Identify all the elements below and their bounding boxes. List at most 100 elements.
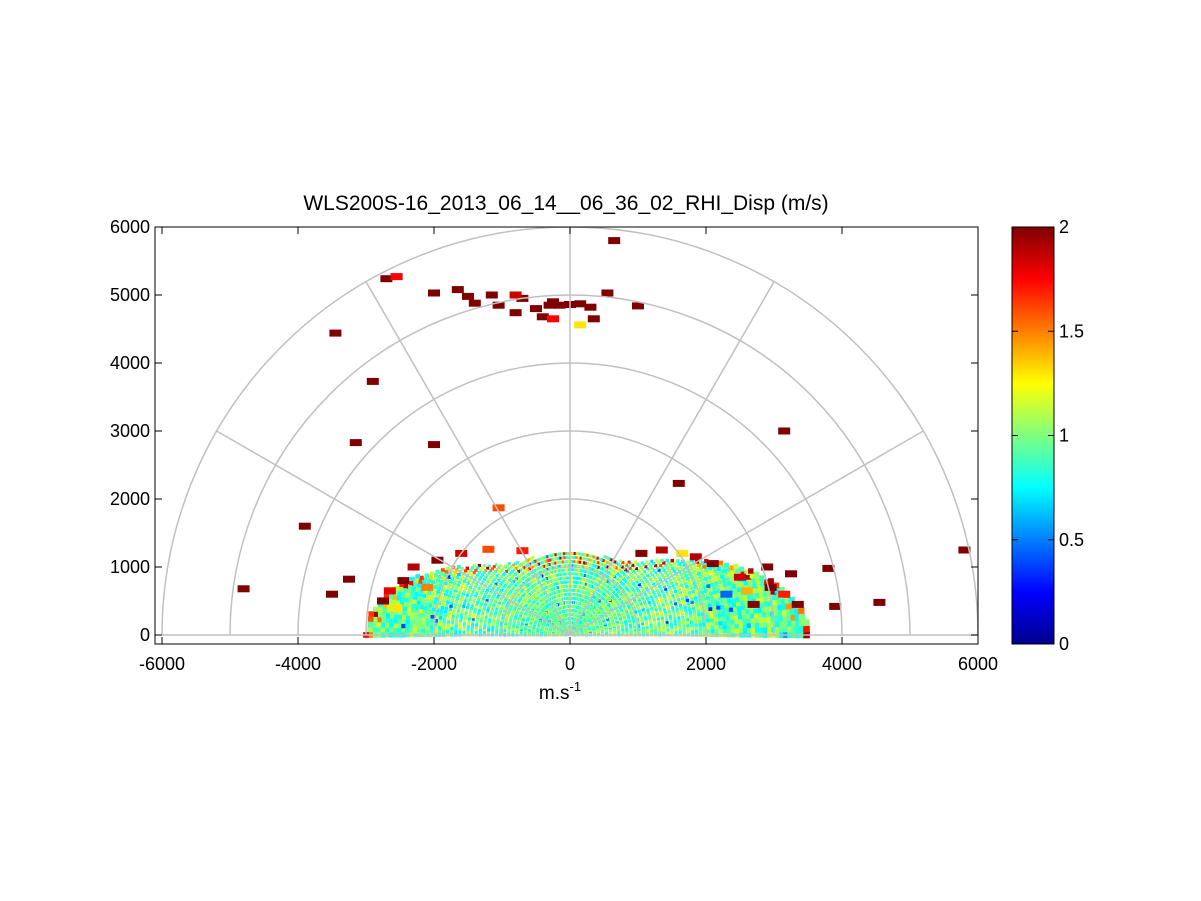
data-cell — [611, 574, 615, 578]
data-cell — [622, 566, 626, 570]
data-cell — [674, 604, 678, 608]
data-cell — [466, 630, 470, 634]
data-cell — [643, 602, 647, 606]
data-cell — [782, 609, 789, 616]
data-cell — [658, 584, 662, 588]
data-cell — [709, 594, 714, 599]
data-cell — [781, 603, 788, 610]
data-cell — [551, 570, 555, 574]
data-cell — [423, 606, 428, 611]
data-cell — [681, 618, 685, 622]
data-cell — [716, 566, 722, 571]
data-cell — [665, 618, 669, 622]
data-cell — [472, 571, 476, 575]
data-cell — [492, 586, 495, 590]
data-cell — [601, 559, 605, 562]
data-cell — [547, 567, 551, 571]
data-cell — [628, 608, 632, 612]
data-cell — [551, 553, 555, 557]
data-cell — [425, 598, 430, 603]
data-cell — [734, 615, 739, 620]
data-cell — [693, 584, 698, 589]
data-cell — [566, 568, 570, 572]
data-cell — [630, 613, 634, 617]
data-cell — [493, 602, 497, 606]
data-cell — [393, 614, 398, 620]
data-cell — [672, 611, 676, 615]
data-cell — [670, 591, 674, 595]
data-cell — [695, 606, 700, 610]
data-cell — [500, 605, 504, 609]
data-cell — [543, 568, 547, 572]
data-cell — [671, 584, 675, 588]
data-cell — [673, 589, 678, 593]
data-cell — [755, 576, 761, 583]
data-cell — [483, 626, 487, 630]
data-cell — [558, 573, 562, 577]
data-cell — [566, 560, 570, 564]
data-cell — [747, 579, 753, 585]
data-cell — [661, 623, 665, 627]
data-cell — [470, 583, 474, 587]
data-cell — [650, 607, 653, 610]
data-cell — [544, 564, 547, 568]
data-cell — [498, 590, 502, 594]
data-cell — [661, 582, 665, 586]
data-cell — [627, 560, 631, 564]
data-cell — [436, 605, 441, 609]
data-cell — [457, 606, 461, 610]
data-cell — [698, 566, 703, 571]
data-cell — [429, 622, 434, 627]
data-cell — [584, 303, 597, 311]
data-cell — [638, 612, 642, 616]
data-cell — [645, 586, 648, 590]
data-cell — [647, 569, 651, 573]
data-cell — [633, 626, 637, 630]
data-cell — [433, 585, 438, 590]
data-cell — [645, 621, 649, 625]
data-cell — [654, 577, 657, 581]
data-cell — [661, 603, 665, 607]
data-cell — [529, 557, 533, 561]
data-cell — [583, 553, 587, 557]
data-cell — [409, 594, 414, 600]
data-cell — [500, 596, 504, 600]
data-cell — [680, 609, 684, 613]
data-cell — [531, 556, 535, 560]
data-cell — [460, 610, 464, 614]
data-cell — [642, 576, 646, 580]
data-cell — [718, 560, 724, 566]
data-cell — [423, 590, 428, 595]
data-cell — [657, 575, 661, 579]
data-cell — [439, 609, 444, 614]
data-cell — [647, 600, 651, 604]
data-cell — [612, 565, 616, 569]
data-cell — [725, 576, 730, 582]
angle-spoke — [569, 430, 924, 636]
data-cell — [687, 591, 691, 595]
data-cell — [668, 612, 672, 616]
data-cell — [579, 573, 583, 577]
data-cell — [665, 623, 669, 627]
data-cell — [686, 624, 690, 628]
data-cell — [467, 600, 471, 604]
data-cell — [763, 595, 770, 602]
data-cell — [495, 631, 499, 635]
data-cell — [426, 618, 430, 623]
data-cell — [476, 600, 480, 604]
data-cell — [466, 625, 470, 629]
data-cell — [486, 580, 490, 584]
data-cell — [596, 561, 600, 565]
data-cell — [682, 624, 686, 628]
data-cell — [486, 588, 489, 592]
data-cell — [718, 570, 724, 575]
data-cell — [492, 504, 505, 512]
data-cell — [701, 612, 705, 616]
data-cell — [463, 569, 468, 573]
data-cell — [605, 560, 609, 564]
data-cell — [532, 574, 536, 578]
data-cell — [702, 626, 707, 630]
data-cell — [670, 566, 675, 570]
data-cell — [501, 579, 505, 583]
data-cell — [406, 589, 411, 595]
